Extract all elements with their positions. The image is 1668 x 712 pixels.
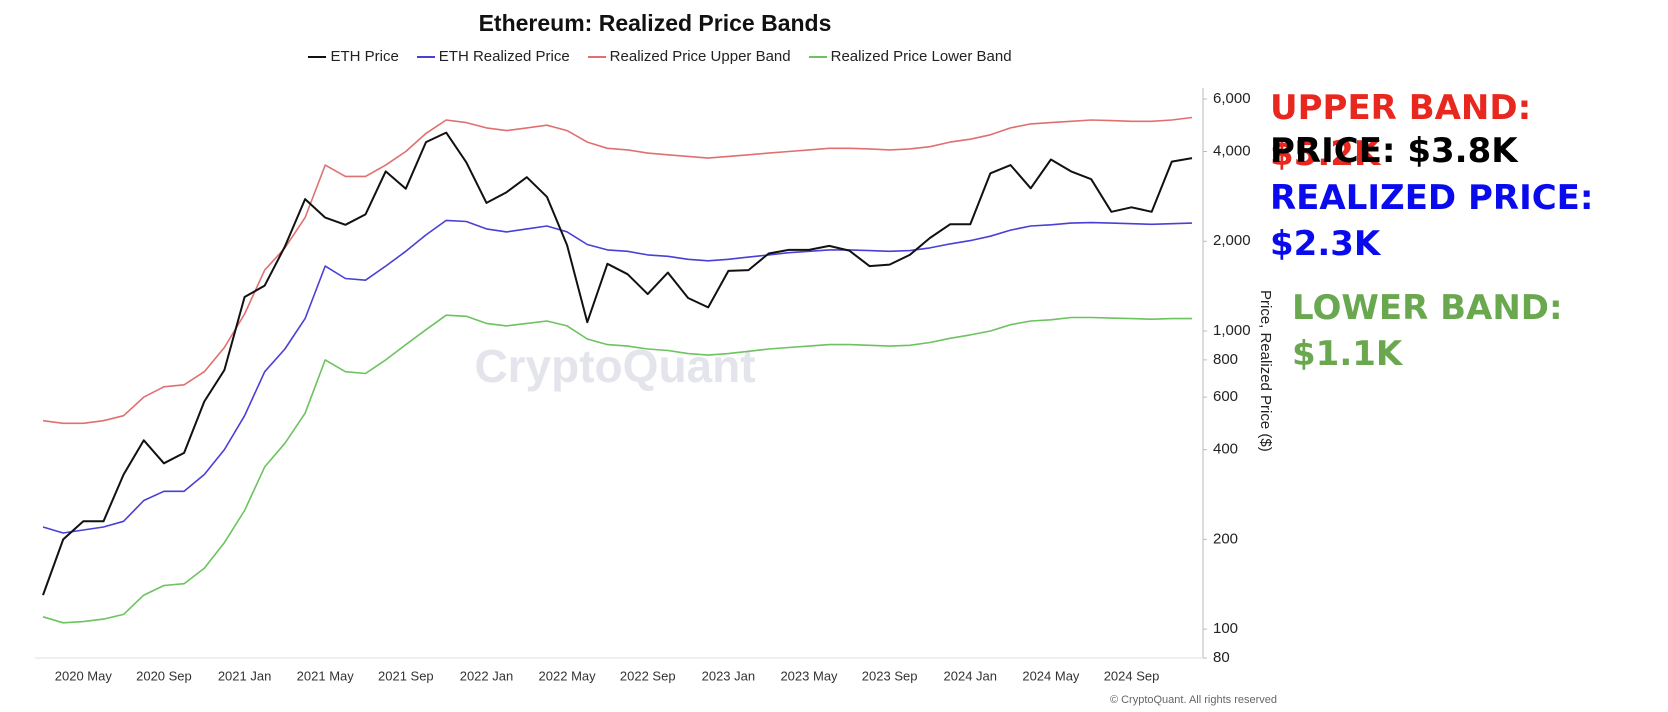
x-tick-label: 2020 May: [55, 668, 113, 683]
y-tick-label: 1,000: [1213, 322, 1251, 339]
legend-item: Realized Price Lower Band: [808, 48, 1012, 65]
x-tick-label: 2023 May: [780, 668, 838, 683]
legend-label: Realized Price Lower Band: [830, 48, 1012, 65]
series-line: [42, 131, 1193, 596]
y-tick-label: 80: [1213, 649, 1230, 666]
legend-label: ETH Realized Price: [438, 48, 570, 65]
legend-swatch: [808, 55, 827, 58]
x-tick-label: 2022 May: [539, 668, 597, 683]
annotation: REALIZED PRICE: $2.3K: [1270, 178, 1594, 264]
legend-label: Realized Price Upper Band: [609, 48, 791, 65]
x-tick-label: 2022 Jan: [460, 668, 514, 683]
watermark: CryptoQuant: [474, 340, 755, 392]
x-tick-label: 2023 Sep: [862, 668, 918, 683]
x-tick-label: 2023 Jan: [702, 668, 756, 683]
x-tick-label: 2024 May: [1022, 668, 1080, 683]
annotation: PRICE: $3.8K: [1270, 131, 1518, 171]
x-tick-label: 2022 Sep: [620, 668, 676, 683]
x-tick-label: 2021 Sep: [378, 668, 434, 683]
x-tick-label: 2021 May: [297, 668, 355, 683]
legend-swatch: [587, 55, 606, 58]
legend: ETH Price ETH Realized Price Realized Pric…: [0, 48, 1320, 65]
y-tick-label: 600: [1213, 388, 1238, 405]
legend-item: Realized Price Upper Band: [587, 48, 791, 65]
series-line: [42, 219, 1193, 534]
x-tick-label: 2021 Jan: [218, 668, 272, 683]
annotation: LOWER BAND: $1.1K: [1292, 288, 1563, 374]
legend-swatch: [416, 55, 435, 58]
y-tick-label: 100: [1213, 620, 1238, 637]
x-tick-label: 2024 Jan: [944, 668, 998, 683]
y-tick-label: 400: [1213, 441, 1238, 458]
copyright: © CryptoQuant. All rights reserved: [1110, 694, 1277, 706]
y-tick-label: 6,000: [1213, 90, 1251, 107]
annotation: UPPER BAND: $5.2K: [1270, 88, 1532, 174]
legend-swatch: [308, 55, 327, 58]
legend-label: ETH Price: [330, 48, 399, 65]
legend-item: ETH Price: [308, 48, 399, 65]
series-line: [42, 314, 1192, 624]
chart-title: Ethereum: Realized Price Bands: [479, 10, 832, 36]
y-tick-label: 2,000: [1213, 232, 1251, 249]
y-tick-label: 800: [1213, 351, 1238, 368]
x-tick-label: 2024 Sep: [1104, 668, 1160, 683]
legend-item: ETH Realized Price: [416, 48, 570, 65]
y-tick-label: 200: [1213, 530, 1238, 547]
y-tick-label: 4,000: [1213, 142, 1251, 159]
y-axis-label: Price, Realized Price ($): [1257, 290, 1274, 452]
x-tick-label: 2020 Sep: [136, 668, 192, 683]
